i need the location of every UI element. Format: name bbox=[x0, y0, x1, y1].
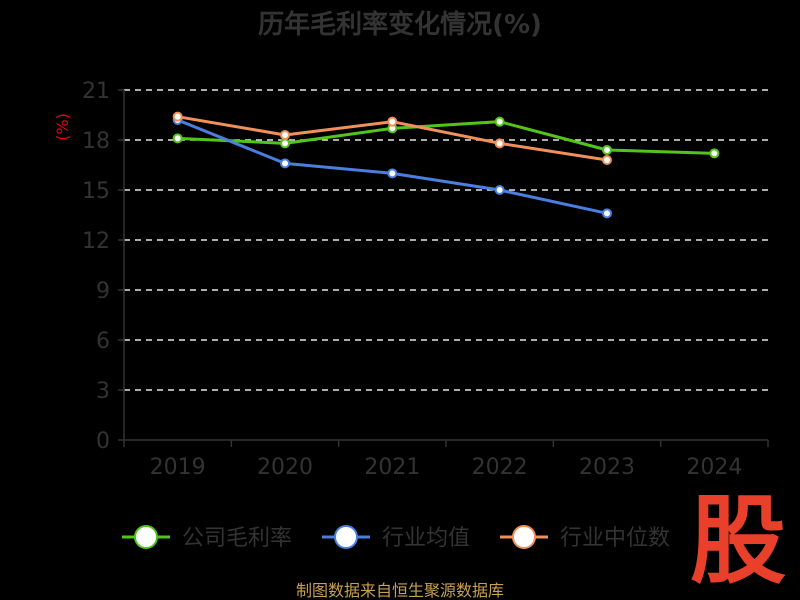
x-tick-label-2021: 2021 bbox=[364, 455, 420, 480]
y-tick-label-9: 9 bbox=[96, 279, 110, 304]
point-1-2021 bbox=[387, 168, 398, 179]
y-tick-label-12: 12 bbox=[82, 229, 110, 254]
grid-lines bbox=[124, 89, 768, 391]
legend-marker-1 bbox=[334, 525, 358, 549]
point-0-2019 bbox=[172, 133, 183, 144]
y-tick-label-6: 6 bbox=[96, 329, 110, 354]
x-tick-label-2019: 2019 bbox=[150, 455, 206, 480]
x-tick-label-2020: 2020 bbox=[257, 455, 313, 480]
point-2-2022 bbox=[494, 138, 505, 149]
series-lines bbox=[172, 111, 720, 219]
series-0 bbox=[172, 116, 720, 159]
series-line-0 bbox=[177, 120, 715, 155]
legend-item-0[interactable]: 公司毛利率 bbox=[122, 525, 292, 551]
x-tick-label-2024: 2024 bbox=[686, 455, 742, 480]
legend[interactable]: 公司毛利率 行业均值 行业中位数 bbox=[122, 525, 670, 551]
y-tick-label-21: 21 bbox=[82, 79, 110, 104]
point-2-2020 bbox=[280, 130, 290, 140]
y-tick-label-3: 3 bbox=[96, 379, 110, 404]
legend-marker-2 bbox=[512, 525, 536, 549]
logo-mark: 股 bbox=[690, 485, 786, 597]
x-tick-label-2023: 2023 bbox=[579, 455, 635, 480]
axes: 0 3 6 9 12 15 18 21 2019 2020 2021 2022 2023 2024 bbox=[82, 79, 769, 480]
y-axis-label: (%) bbox=[53, 113, 72, 141]
x-tick-label-2022: 2022 bbox=[472, 455, 528, 480]
point-1-2020 bbox=[280, 158, 290, 169]
point-0-2020 bbox=[280, 138, 290, 149]
legend-label-0: 公司毛利率 bbox=[182, 526, 292, 551]
y-tick-label-18: 18 bbox=[82, 129, 110, 154]
point-1-2023 bbox=[602, 208, 612, 219]
chart-title: 历年毛利率变化情况(%) bbox=[258, 9, 542, 40]
legend-item-1[interactable]: 行业均值 bbox=[322, 525, 470, 551]
point-2-2019 bbox=[172, 111, 183, 122]
legend-marker-0 bbox=[134, 525, 158, 549]
source-note: 制图数据来自恒生聚源数据库 bbox=[296, 581, 504, 600]
point-2-2023 bbox=[602, 155, 612, 165]
point-0-2023 bbox=[602, 145, 612, 155]
legend-item-2[interactable]: 行业中位数 bbox=[500, 525, 670, 551]
point-1-2022 bbox=[494, 185, 505, 195]
point-0-2022 bbox=[494, 116, 505, 127]
legend-label-1: 行业均值 bbox=[382, 526, 470, 551]
y-tick-label-0: 0 bbox=[96, 429, 110, 454]
point-2-2021 bbox=[387, 116, 398, 127]
legend-label-2: 行业中位数 bbox=[560, 526, 670, 551]
y-tick-label-15: 15 bbox=[82, 179, 110, 204]
series-2 bbox=[172, 111, 612, 165]
point-0-2024 bbox=[709, 148, 720, 159]
